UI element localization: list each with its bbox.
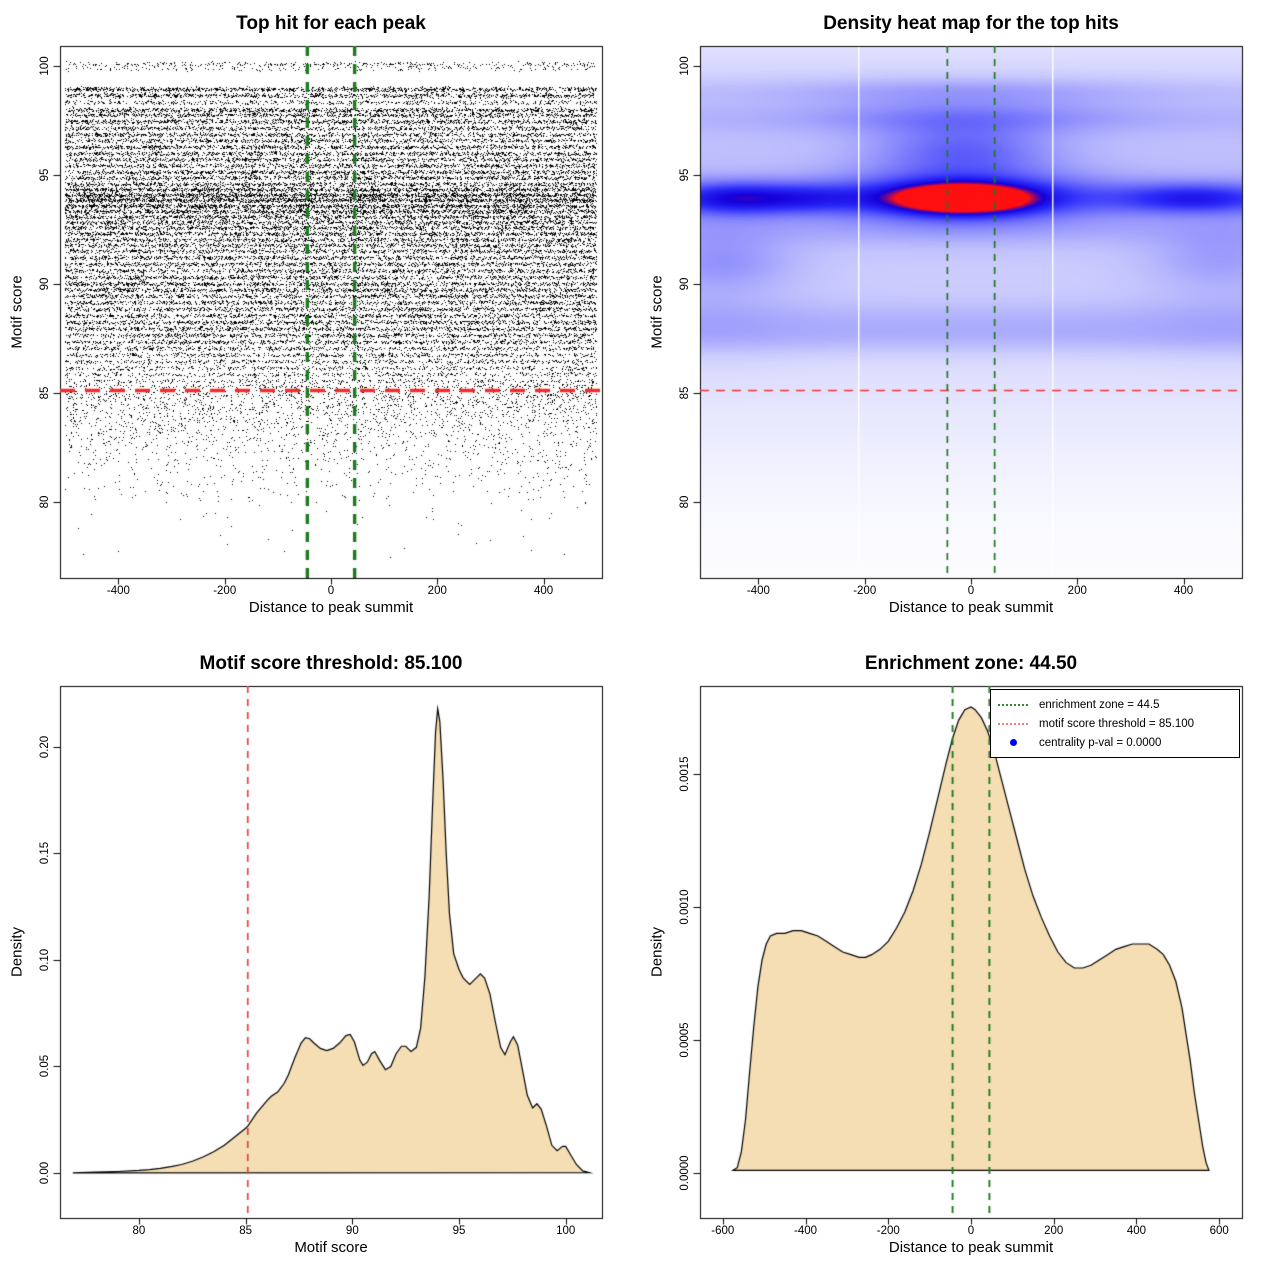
x-tick-label: 200 — [1067, 585, 1087, 597]
legend-item: motif score threshold = 85.100 — [995, 714, 1233, 733]
x-tick-label: 0 — [327, 585, 335, 597]
y-tick-label: 0.20 — [39, 735, 51, 759]
x-tick-label: 400 — [1126, 1225, 1147, 1237]
y-tick-label: 85 — [39, 386, 51, 400]
y-tick-label: 80 — [679, 495, 691, 509]
x-tick-label: 200 — [1044, 1225, 1064, 1237]
page-title: Enrichment zone: 44.50 — [864, 653, 1078, 674]
y-tick-label: 0.0015 — [679, 756, 691, 792]
y-axis-label: Density — [8, 926, 26, 978]
y-axis-label: Motif score — [8, 275, 26, 349]
legend: enrichment zone = 44.5 motif score thresh… — [990, 689, 1240, 758]
x-tick-label: -400 — [793, 1225, 818, 1237]
x-axis-label: Distance to peak summit — [248, 599, 414, 616]
x-tick-label: -200 — [853, 585, 877, 597]
panel-density-heatmap: Density heat map for the top hits Distan… — [640, 0, 1280, 640]
y-tick-label: 0.15 — [39, 842, 51, 865]
x-tick-label: -600 — [711, 1225, 735, 1237]
legend-dotted-line-icon — [995, 722, 1031, 725]
x-tick-label: 80 — [132, 1225, 146, 1237]
legend-item-label: motif score threshold = 85.100 — [1039, 717, 1195, 730]
x-tick-label: -400 — [746, 585, 770, 597]
y-axis-label: Density — [648, 926, 666, 978]
dotted-line-icon — [998, 722, 1028, 725]
x-tick-label: 400 — [1173, 585, 1194, 597]
page-title: Top hit for each peak — [236, 13, 426, 34]
page-title: Density heat map for the top hits — [823, 13, 1119, 34]
y-tick-label: 85 — [679, 386, 691, 400]
y-tick-label: 100 — [679, 56, 691, 76]
legend-dotted-line-icon — [995, 703, 1031, 706]
y-tick-label: 0.0005 — [679, 1022, 691, 1058]
y-tick-label: 90 — [679, 277, 691, 291]
blue-dot-icon — [1009, 739, 1017, 746]
dotted-line-icon — [998, 703, 1028, 706]
x-axis-label: Distance to peak summit — [888, 599, 1054, 616]
y-axis-label: Motif score — [648, 275, 666, 349]
x-axis-label: Motif score — [294, 1239, 368, 1256]
y-tick-label: 95 — [679, 168, 691, 182]
x-tick-label: 600 — [1209, 1225, 1229, 1237]
x-tick-label: 200 — [427, 585, 447, 597]
x-tick-label: -200 — [213, 585, 237, 597]
legend-item-label: centrality p-val = 0.0000 — [1039, 736, 1162, 749]
y-tick-label: 0.0000 — [679, 1155, 691, 1191]
y-tick-label: 90 — [39, 277, 51, 291]
y-tick-label: 80 — [39, 495, 51, 509]
density-heatmap-canvas — [640, 0, 1280, 640]
x-tick-label: 400 — [533, 585, 554, 597]
panel-motif-score-density: Motif score threshold: 85.100 Motif scor… — [0, 640, 640, 1280]
y-tick-label: 100 — [39, 56, 51, 76]
y-tick-label: 0.00 — [39, 1161, 51, 1185]
x-tick-label: 0 — [967, 585, 975, 597]
legend-dot-icon — [995, 739, 1031, 746]
legend-item: enrichment zone = 44.5 — [995, 695, 1233, 714]
y-tick-label: 0.05 — [39, 1055, 51, 1078]
y-tick-label: 95 — [39, 168, 51, 182]
x-tick-label: 95 — [452, 1225, 466, 1237]
x-tick-label: -200 — [876, 1225, 900, 1237]
y-tick-label: 0.10 — [39, 948, 51, 972]
y-tick-label: 0.0010 — [679, 889, 691, 925]
panel-distance-density: Enrichment zone: 44.50 Distance to peak … — [640, 640, 1280, 1280]
top-hit-scatter-canvas — [0, 0, 640, 640]
x-tick-label: 100 — [556, 1225, 576, 1237]
legend-item: centrality p-val = 0.0000 — [995, 733, 1233, 752]
x-tick-label: 85 — [239, 1225, 253, 1237]
x-tick-label: 90 — [345, 1225, 359, 1237]
legend-item-label: enrichment zone = 44.5 — [1039, 698, 1160, 711]
motif-score-density-canvas — [0, 640, 640, 1280]
x-tick-label: -400 — [106, 585, 130, 597]
x-axis-label: Distance to peak summit — [888, 1239, 1054, 1256]
x-tick-label: 0 — [967, 1225, 975, 1237]
page-title: Motif score threshold: 85.100 — [199, 653, 463, 674]
panel-top-hit-scatter: Top hit for each peak Distance to peak s… — [0, 0, 640, 640]
